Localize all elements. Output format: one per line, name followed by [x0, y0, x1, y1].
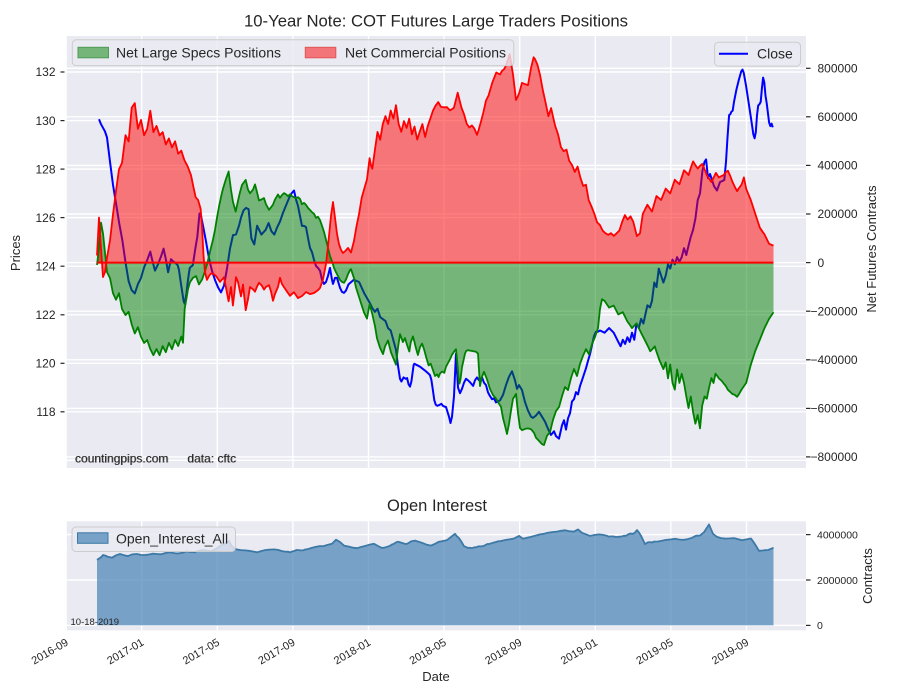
svg-text:−800000: −800000	[811, 450, 858, 464]
svg-text:data: cftc: data: cftc	[188, 452, 237, 466]
svg-text:0: 0	[817, 620, 823, 632]
svg-text:Net Futures Contracts: Net Futures Contracts	[864, 185, 879, 313]
svg-text:Close: Close	[757, 45, 793, 61]
svg-text:Date: Date	[422, 669, 449, 684]
svg-text:−600000: −600000	[811, 402, 858, 416]
svg-text:124: 124	[35, 259, 55, 273]
svg-text:Open_Interest_All: Open_Interest_All	[116, 530, 228, 546]
svg-text:10-Year Note: COT Futures Larg: 10-Year Note: COT Futures Large Traders …	[244, 12, 628, 31]
svg-text:600000: 600000	[818, 110, 858, 124]
svg-text:−200000: −200000	[811, 304, 858, 318]
svg-text:800000: 800000	[818, 62, 858, 76]
svg-text:132: 132	[35, 65, 55, 79]
svg-text:128: 128	[35, 162, 55, 176]
svg-text:countingpips.com: countingpips.com	[76, 452, 169, 466]
svg-text:200000: 200000	[818, 207, 858, 221]
svg-text:122: 122	[35, 308, 55, 322]
svg-text:0: 0	[818, 256, 825, 270]
svg-text:400000: 400000	[818, 159, 858, 173]
svg-text:Open Interest: Open Interest	[387, 497, 487, 515]
svg-text:10-18-2019: 10-18-2019	[71, 617, 120, 628]
svg-text:2000000: 2000000	[817, 575, 858, 587]
svg-text:Prices: Prices	[8, 234, 23, 271]
svg-text:Net Large Specs Positions: Net Large Specs Positions	[116, 45, 281, 61]
svg-text:126: 126	[35, 211, 55, 225]
svg-text:−400000: −400000	[811, 353, 858, 367]
svg-text:120: 120	[35, 357, 55, 371]
svg-text:118: 118	[36, 405, 55, 419]
svg-text:130: 130	[35, 114, 55, 128]
svg-text:data: cftc: data: cftc	[187, 452, 236, 466]
svg-text:4000000: 4000000	[817, 529, 858, 541]
svg-text:countingpips.com: countingpips.com	[75, 452, 168, 466]
svg-text:Net Commercial Positions: Net Commercial Positions	[345, 45, 506, 61]
svg-text:Contracts: Contracts	[860, 548, 875, 604]
